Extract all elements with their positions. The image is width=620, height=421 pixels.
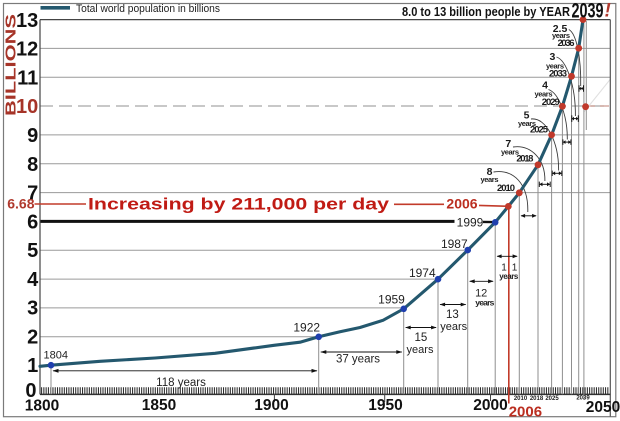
svg-text:2025: 2025 (530, 125, 549, 136)
svg-text:2010: 2010 (497, 183, 515, 194)
svg-text:2033: 2033 (549, 69, 567, 80)
svg-text:years: years (552, 31, 570, 40)
svg-text:8.0 to 13 billion people by: 8.0 to 13 billion people by YEAR (402, 4, 571, 19)
svg-text:2010: 2010 (514, 396, 528, 402)
svg-text:2000: 2000 (473, 397, 507, 414)
svg-text:3: 3 (549, 51, 555, 63)
svg-text:1: 1 (27, 355, 38, 377)
svg-text:2.5: 2.5 (553, 23, 568, 35)
svg-text:1922: 1922 (293, 321, 320, 335)
svg-text:2029: 2029 (542, 97, 560, 108)
svg-text:1974: 1974 (409, 266, 436, 280)
svg-text:Increasing by 211,000 per day: Increasing by 211,000 per day (88, 196, 390, 214)
svg-text:0: 0 (25, 380, 36, 402)
svg-text:2025: 2025 (545, 396, 559, 402)
svg-text:!: ! (605, 1, 611, 22)
svg-text:118 years: 118 years (156, 377, 206, 389)
svg-text:1804: 1804 (44, 349, 68, 361)
svg-text:years: years (475, 298, 494, 308)
svg-text:1959: 1959 (378, 293, 405, 307)
svg-text:1: 1 (501, 263, 507, 274)
svg-text:2018: 2018 (530, 396, 544, 402)
svg-text:years: years (518, 119, 536, 128)
svg-text:years: years (407, 344, 434, 356)
svg-text:1: 1 (512, 263, 518, 274)
svg-text:8: 8 (27, 154, 38, 176)
svg-text:Total world population in bill: Total world population in billions (76, 3, 220, 15)
svg-text:13: 13 (16, 10, 38, 32)
svg-text:4: 4 (27, 269, 39, 291)
svg-text:years: years (481, 175, 499, 184)
svg-text:BILLIONS: BILLIONS (4, 14, 20, 116)
svg-text:6: 6 (27, 211, 38, 233)
svg-text:8: 8 (487, 166, 493, 178)
svg-text:2018: 2018 (516, 153, 533, 164)
svg-text:2006: 2006 (446, 196, 477, 212)
svg-text:13: 13 (446, 309, 459, 321)
svg-text:2036: 2036 (558, 38, 575, 49)
svg-text:6.68: 6.68 (7, 195, 34, 211)
svg-text:37 years: 37 years (336, 354, 380, 366)
svg-text:years: years (535, 90, 553, 99)
svg-text:2050: 2050 (586, 399, 620, 416)
svg-text:9: 9 (27, 125, 38, 147)
svg-text:3: 3 (27, 298, 38, 320)
svg-text:4: 4 (542, 80, 548, 92)
svg-text:7: 7 (505, 138, 511, 150)
svg-text:1850: 1850 (142, 397, 176, 414)
svg-text:10: 10 (16, 96, 38, 118)
svg-text:2: 2 (27, 326, 38, 348)
svg-text:12: 12 (475, 288, 487, 300)
svg-text:5: 5 (27, 240, 38, 262)
svg-text:11: 11 (17, 68, 38, 90)
svg-text:2039: 2039 (576, 396, 590, 402)
svg-text:1999: 1999 (457, 215, 484, 229)
svg-text:years: years (499, 272, 519, 281)
svg-text:years: years (501, 148, 519, 157)
svg-text:12: 12 (16, 39, 38, 61)
svg-text:2006: 2006 (509, 403, 542, 420)
svg-text:15: 15 (415, 332, 428, 344)
svg-text:5: 5 (524, 110, 530, 122)
svg-text:7: 7 (27, 183, 38, 205)
svg-text:2039: 2039 (572, 0, 604, 22)
svg-text:1800: 1800 (25, 397, 59, 414)
svg-text:years: years (546, 61, 564, 70)
svg-text:1950: 1950 (368, 397, 402, 414)
svg-text:1900: 1900 (254, 397, 288, 414)
svg-text:1987: 1987 (441, 237, 468, 251)
svg-text:years: years (440, 321, 467, 333)
